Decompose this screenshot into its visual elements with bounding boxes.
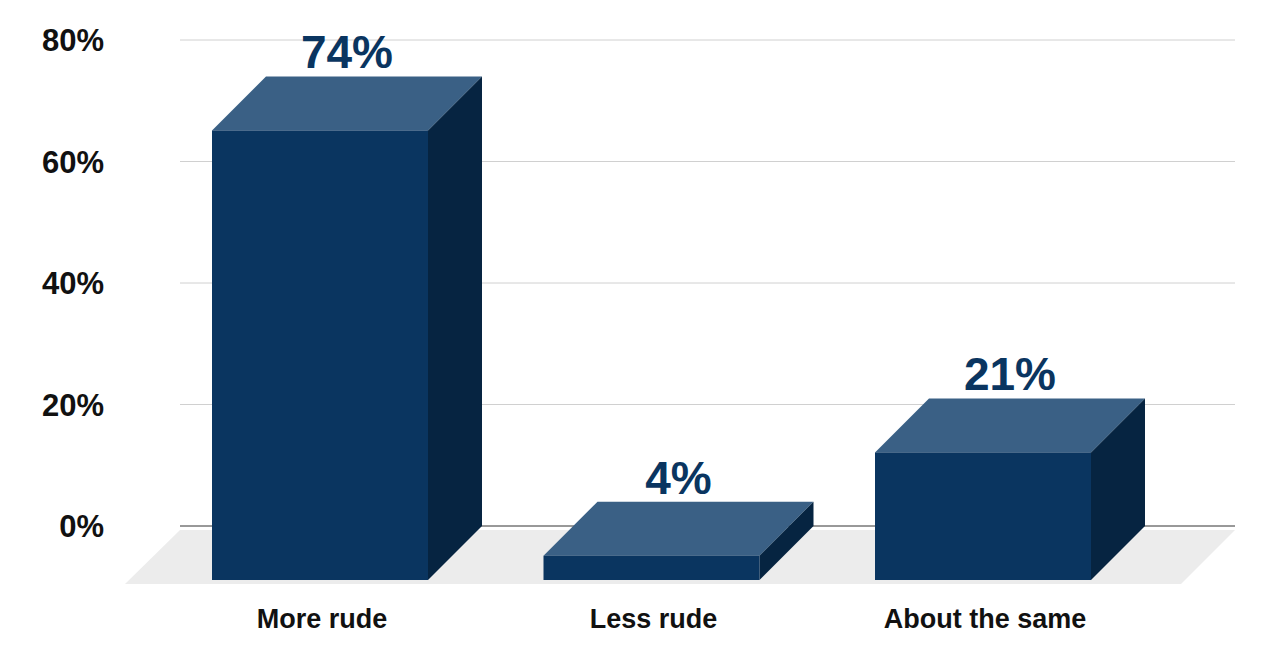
y-tick-label: 40% [42,266,104,301]
y-tick-label: 80% [42,23,104,58]
bar [875,452,1091,580]
data-label: 4% [645,452,711,504]
bar [212,130,428,580]
y-tick-label: 60% [42,145,104,180]
y-tick-label: 20% [42,388,104,423]
x-tick-label: More rude [257,604,388,634]
bar-side [1091,398,1145,580]
chart-svg: 0% 20% 40% 60% 80% 74% More rude 4% Less rude 21%… [0,0,1267,653]
chart-container: 0% 20% 40% 60% 80% 74% More rude 4% Less rude 21%… [0,0,1267,653]
bar-side [428,76,482,580]
bar [544,556,760,580]
x-tick-label: Less rude [590,604,718,634]
bar-group [544,502,814,580]
data-label: 74% [301,26,393,78]
y-tick-label: 0% [59,509,104,544]
x-tick-label: About the same [884,604,1087,634]
data-label: 21% [964,348,1056,400]
bar-group [212,76,482,580]
labels: 74% More rude 4% Less rude 21% About the same [257,26,1087,634]
bars [212,76,1145,580]
bar-group [875,398,1145,580]
bar-side [760,502,814,580]
